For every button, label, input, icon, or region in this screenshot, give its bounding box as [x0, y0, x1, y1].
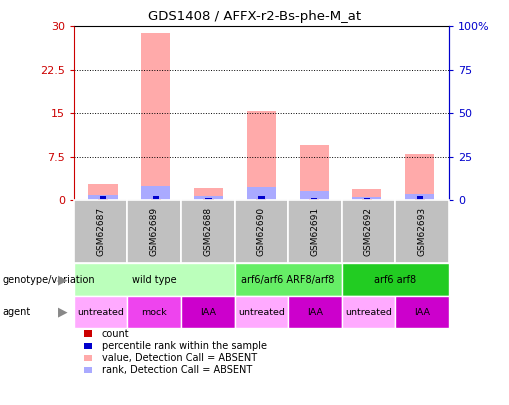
Text: untreated: untreated [77, 307, 124, 317]
Bar [405, 194, 434, 200]
Text: untreated: untreated [238, 307, 284, 317]
Bar [152, 196, 159, 200]
Text: arf6 arf8: arf6 arf8 [374, 275, 415, 285]
Bar [246, 111, 275, 200]
Bar [150, 199, 160, 200]
Text: GSM62687: GSM62687 [96, 207, 105, 256]
Text: GSM62690: GSM62690 [257, 207, 265, 256]
Text: GSM62692: GSM62692 [363, 207, 372, 256]
Bar [88, 184, 117, 200]
Bar [194, 196, 222, 200]
Bar [363, 198, 370, 200]
Bar [141, 33, 170, 200]
Bar [246, 187, 275, 200]
Bar [308, 199, 319, 200]
Bar [205, 198, 211, 200]
Text: ▶: ▶ [58, 305, 67, 319]
Text: mock: mock [141, 307, 167, 317]
Text: GDS1408 / AFFX-r2-Bs-phe-M_at: GDS1408 / AFFX-r2-Bs-phe-M_at [148, 10, 361, 23]
Text: arf6/arf6 ARF8/arf8: arf6/arf6 ARF8/arf8 [241, 275, 334, 285]
Text: IAA: IAA [306, 307, 322, 317]
Text: percentile rank within the sample: percentile rank within the sample [102, 341, 267, 351]
Text: value, Detection Call = ABSENT: value, Detection Call = ABSENT [102, 353, 257, 363]
Bar [98, 199, 108, 200]
Text: untreated: untreated [345, 307, 391, 317]
Text: wild type: wild type [132, 275, 176, 285]
Text: agent: agent [3, 307, 31, 317]
Text: count: count [102, 329, 129, 339]
Bar [299, 145, 328, 200]
Bar [361, 199, 372, 200]
Bar [258, 196, 264, 200]
Bar [352, 197, 381, 200]
Text: GSM62691: GSM62691 [310, 207, 319, 256]
Bar [405, 154, 434, 200]
Bar [416, 196, 422, 200]
Text: IAA: IAA [200, 307, 215, 317]
Text: rank, Detection Call = ABSENT: rank, Detection Call = ABSENT [102, 365, 252, 375]
Bar [256, 199, 266, 200]
Text: GSM62689: GSM62689 [150, 207, 158, 256]
Bar [310, 198, 317, 200]
Text: ▶: ▶ [58, 273, 67, 286]
Text: GSM62688: GSM62688 [203, 207, 212, 256]
Bar [141, 186, 170, 200]
Text: IAA: IAA [413, 307, 429, 317]
Bar [414, 199, 424, 200]
Bar [194, 188, 222, 200]
Text: GSM62693: GSM62693 [417, 207, 426, 256]
Bar [88, 195, 117, 200]
Bar [203, 199, 213, 200]
Text: genotype/variation: genotype/variation [3, 275, 95, 285]
Bar [299, 191, 328, 200]
Bar [352, 190, 381, 200]
Bar [100, 196, 106, 200]
